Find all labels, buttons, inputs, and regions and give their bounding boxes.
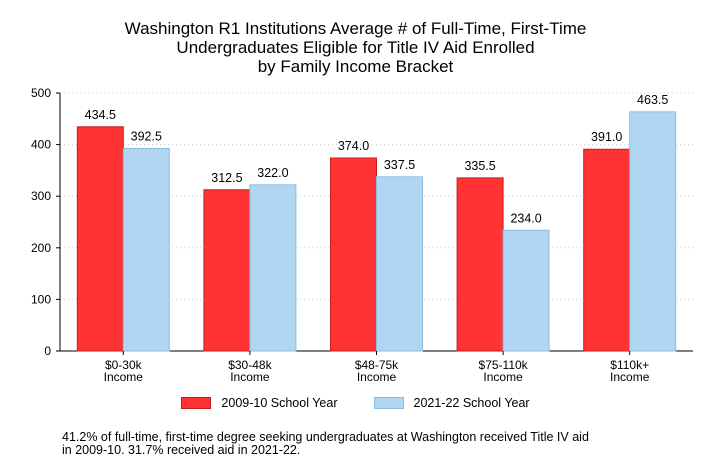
legend-swatch-2009-10 <box>181 397 212 409</box>
legend-swatch-2021-22 <box>373 397 404 409</box>
chart-title-line: Washington R1 Institutions Average # of … <box>124 19 587 38</box>
legend-item-2021-22: 2021-22 School Year <box>373 396 530 410</box>
footnote-line: 41.2% of full-time, first-time degree se… <box>62 430 589 444</box>
x-tick-label: $30-48k <box>228 358 272 372</box>
y-tick-label: 500 <box>31 86 51 100</box>
legend-label-2021-22: 2021-22 School Year <box>413 396 530 410</box>
data-label: 391.0 <box>591 130 622 144</box>
bar-2009-10 <box>456 177 504 352</box>
bar-2021-22 <box>249 184 297 352</box>
y-tick-label: 400 <box>31 138 51 152</box>
bar-2021-22 <box>629 111 677 352</box>
chart-title: Washington R1 Institutions Average # of … <box>0 19 711 76</box>
x-tick-label: Income <box>230 370 270 384</box>
data-label: 234.0 <box>510 211 541 225</box>
x-tick-label: $110k+ <box>610 358 649 372</box>
bar-2009-10 <box>76 126 124 352</box>
y-tick-label: 300 <box>31 189 51 203</box>
data-label: 374.0 <box>338 139 369 153</box>
chart-title-line: Undergraduates Eligible for Title IV Aid… <box>176 38 535 57</box>
x-tick-label: $0-30k <box>105 358 143 372</box>
data-label: 322.0 <box>257 166 288 180</box>
legend-label-2009-10: 2009-10 School Year <box>221 396 338 410</box>
data-label: 312.5 <box>211 171 242 185</box>
x-tick-label: Income <box>610 370 650 384</box>
x-tick-label: Income <box>483 370 523 384</box>
data-label: 463.5 <box>637 93 668 107</box>
x-tick-label: Income <box>357 370 397 384</box>
footnote: 41.2% of full-time, first-time degree se… <box>62 431 662 457</box>
bar-2021-22 <box>376 176 423 352</box>
bar-2009-10 <box>330 157 377 352</box>
legend-item-2009-10: 2009-10 School Year <box>181 396 338 410</box>
data-label: 392.5 <box>131 129 162 143</box>
data-label: 337.5 <box>384 158 415 172</box>
bar-2009-10 <box>203 189 251 352</box>
x-tick-label: Income <box>104 370 144 384</box>
bar-2021-22 <box>122 147 170 352</box>
bar-2021-22 <box>502 229 550 352</box>
y-tick-label: 0 <box>44 344 51 358</box>
legend: 2009-10 School Year 2021-22 School Year <box>0 396 711 410</box>
y-tick-label: 100 <box>31 292 51 306</box>
x-tick-label: $48-75k <box>355 358 399 372</box>
y-tick-label: 200 <box>31 241 51 255</box>
data-label: 335.5 <box>464 159 495 173</box>
x-tick-label: $75-110k <box>479 358 529 372</box>
data-label: 434.5 <box>85 108 116 122</box>
chart-title-line: by Family Income Bracket <box>257 57 454 76</box>
footnote-line: in 2009-10. 31.7% received aid in 2021-2… <box>62 443 301 457</box>
bar-2009-10 <box>583 148 631 352</box>
